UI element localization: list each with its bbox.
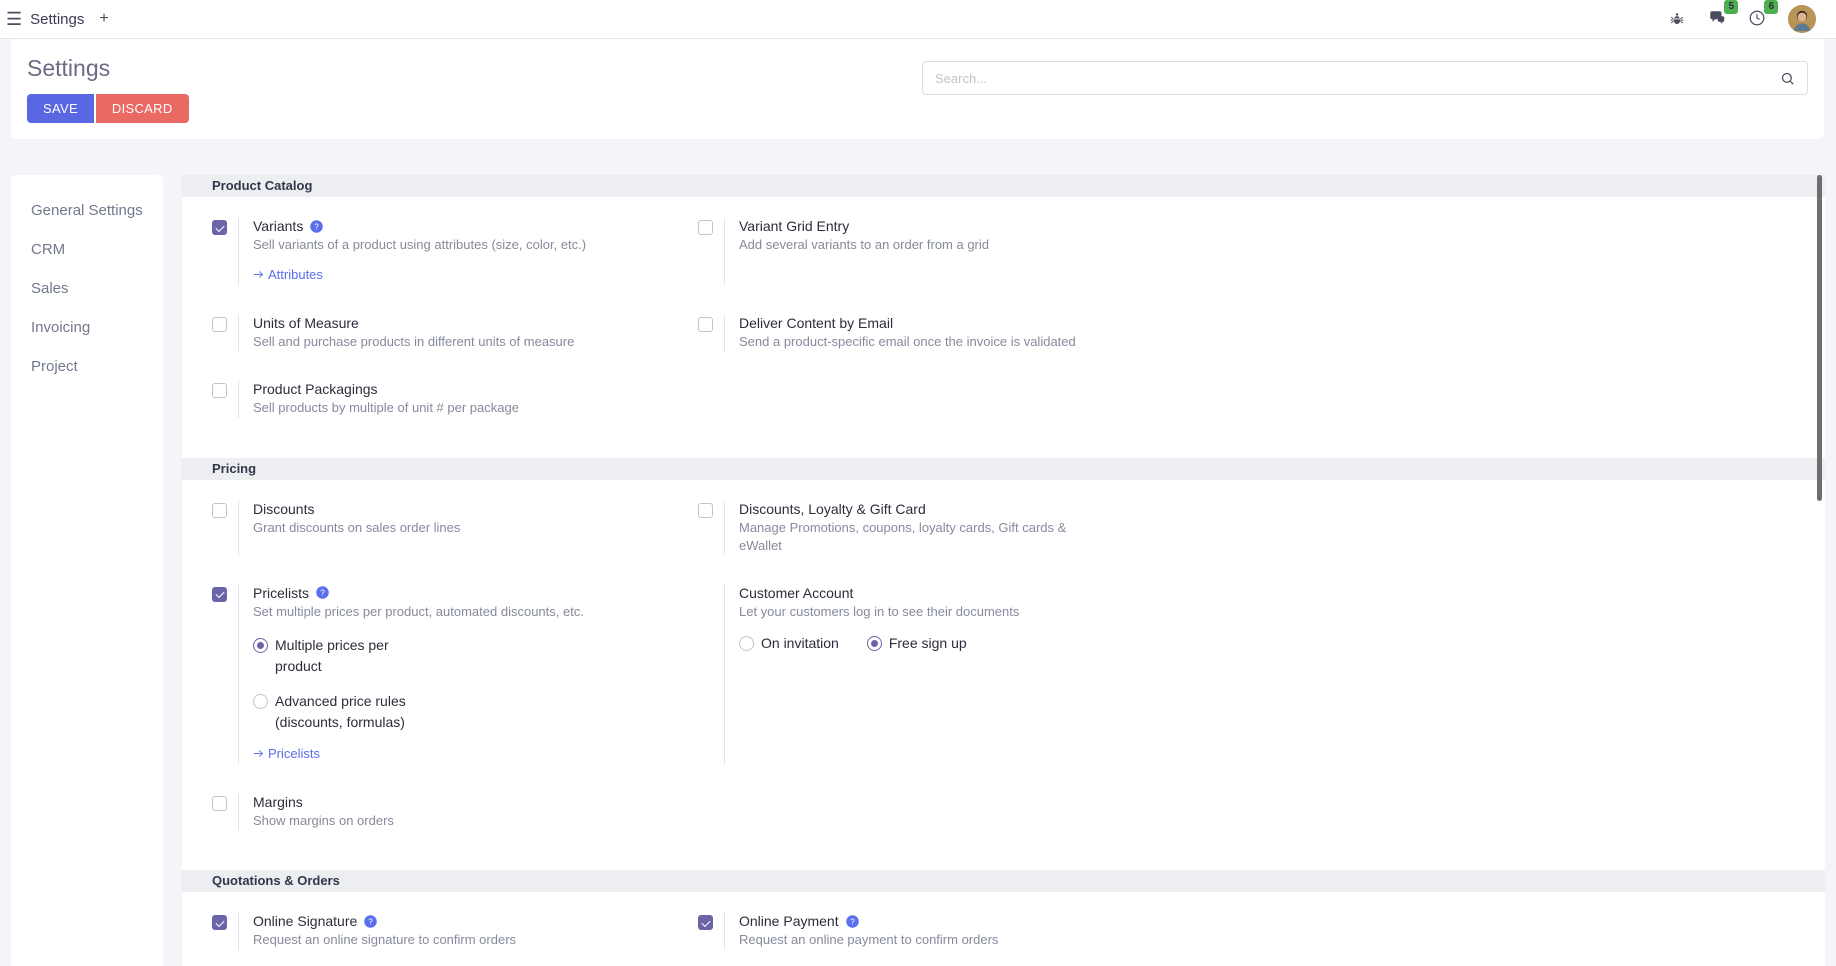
svg-text:?: ?	[315, 222, 320, 231]
svg-text:?: ?	[320, 589, 325, 598]
svg-text:?: ?	[369, 917, 374, 926]
svg-text:?: ?	[850, 917, 855, 926]
